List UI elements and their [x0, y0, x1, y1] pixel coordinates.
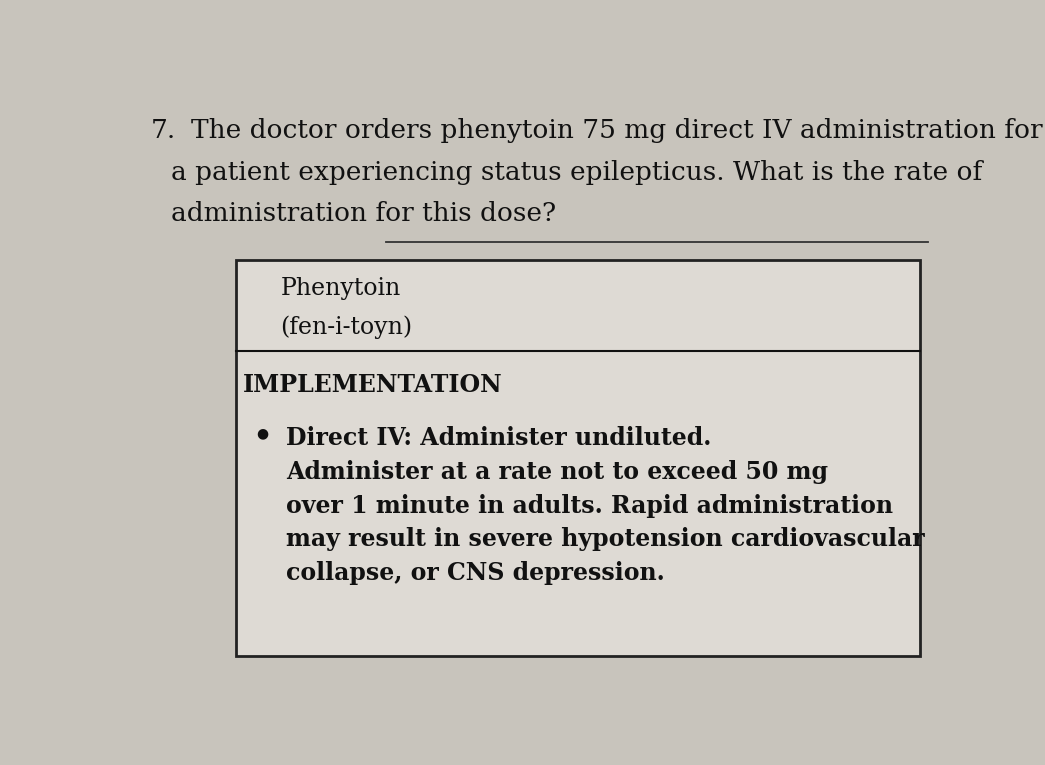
- Text: 7.: 7.: [150, 119, 177, 143]
- Text: (fen-i-toyn): (fen-i-toyn): [280, 316, 413, 339]
- Text: IMPLEMENTATION: IMPLEMENTATION: [242, 373, 503, 397]
- Text: may result in severe hypotension cardiovascular: may result in severe hypotension cardiov…: [286, 527, 925, 551]
- Bar: [236, 259, 921, 656]
- Text: ●: ●: [256, 426, 269, 441]
- Text: Administer at a rate not to exceed 50 mg: Administer at a rate not to exceed 50 mg: [286, 460, 828, 484]
- Text: The doctor orders phenytoin 75 mg direct IV administration for: The doctor orders phenytoin 75 mg direct…: [191, 119, 1043, 143]
- Text: administration for this dose?: administration for this dose?: [171, 200, 556, 226]
- Text: Phenytoin: Phenytoin: [280, 278, 400, 301]
- Text: over 1 minute in adults. Rapid administration: over 1 minute in adults. Rapid administr…: [286, 493, 893, 518]
- Text: Direct IV: Administer undiluted.: Direct IV: Administer undiluted.: [286, 426, 712, 451]
- Text: collapse, or CNS depression.: collapse, or CNS depression.: [286, 561, 665, 584]
- Text: a patient experiencing status epilepticus. What is the rate of: a patient experiencing status epilepticu…: [171, 160, 982, 184]
